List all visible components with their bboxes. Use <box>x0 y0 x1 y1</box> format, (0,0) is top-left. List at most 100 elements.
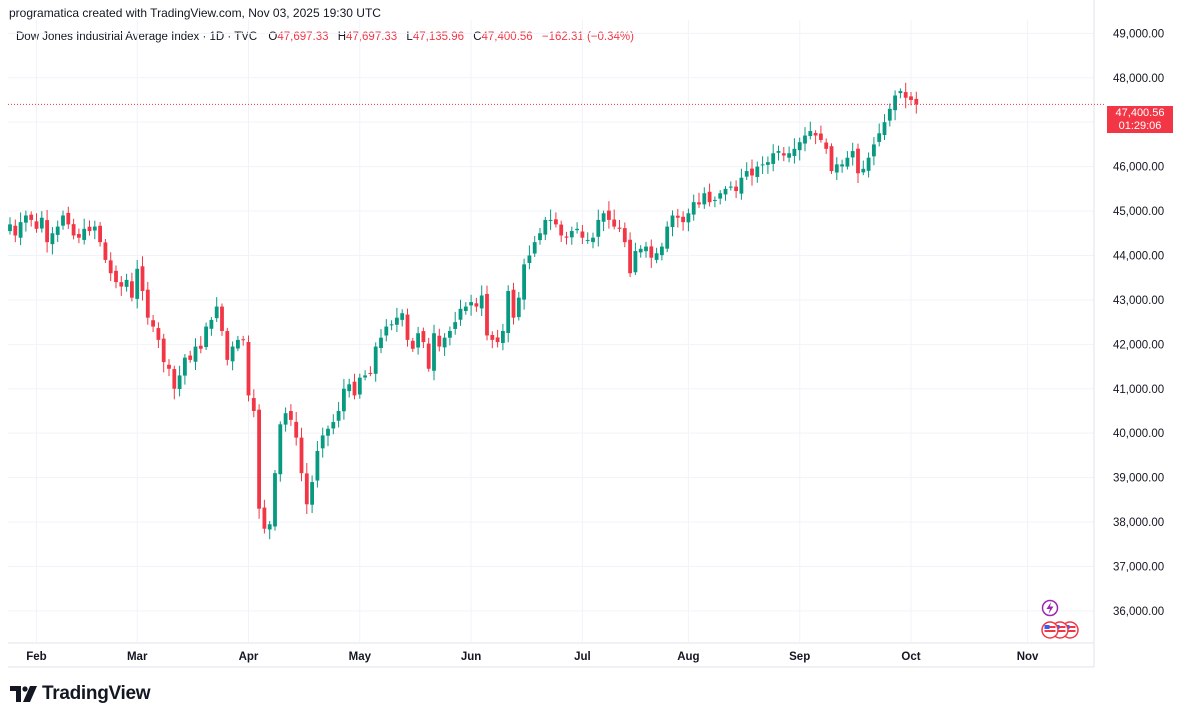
candle <box>861 160 866 176</box>
candle <box>681 211 685 231</box>
y-tick-label: 37,000.00 <box>1113 561 1164 573</box>
candle-body <box>750 168 754 176</box>
candle <box>808 121 813 140</box>
candle-body <box>882 122 887 136</box>
candle-body <box>442 337 447 348</box>
candle <box>485 285 489 341</box>
candle-body <box>82 228 87 240</box>
candle-body <box>368 372 373 374</box>
candle <box>230 341 235 371</box>
candle <box>315 440 320 488</box>
candle-body <box>326 428 330 436</box>
candle <box>209 317 214 336</box>
candle <box>225 327 230 366</box>
candle-body <box>273 473 277 527</box>
candle <box>691 194 696 221</box>
candle-body <box>299 437 304 474</box>
candle <box>882 114 887 141</box>
candle <box>453 311 458 335</box>
candle <box>792 138 797 164</box>
flag-canton <box>1044 625 1050 629</box>
ohlc-legend: Dow Jones Industrial Average Index · 1D … <box>16 31 640 43</box>
candle <box>421 327 426 349</box>
candle <box>607 201 611 229</box>
candle <box>87 220 92 236</box>
candle-body <box>622 228 627 243</box>
candle <box>622 222 627 248</box>
candle <box>294 412 299 446</box>
candle <box>34 213 39 233</box>
candle-body <box>172 369 177 389</box>
candle <box>463 302 468 315</box>
candle <box>713 196 717 208</box>
candle <box>251 389 256 418</box>
candle-body <box>45 220 49 243</box>
close-label: C <box>473 31 482 43</box>
x-tick-label: Mar <box>127 651 148 663</box>
candle <box>633 242 638 276</box>
candle-body <box>723 188 728 195</box>
low-label: L <box>406 31 413 43</box>
candle-body <box>294 421 299 438</box>
candle-body <box>792 148 797 156</box>
x-tick-label: Apr <box>239 651 259 663</box>
candle-body <box>29 214 34 220</box>
y-tick-label: 36,000.00 <box>1113 606 1164 618</box>
candle <box>580 224 585 245</box>
last-price-tag: 47,400.56 01:29:06 <box>1107 106 1173 133</box>
candle-body <box>898 91 903 94</box>
candle-body <box>856 148 860 174</box>
candle-body <box>214 306 219 319</box>
candle <box>61 210 65 230</box>
candle-body <box>803 135 807 144</box>
candle-body <box>278 424 283 475</box>
candle <box>267 520 272 540</box>
candle <box>368 366 373 377</box>
candle <box>866 152 871 178</box>
candle <box>198 336 203 354</box>
open-label: O <box>268 31 278 43</box>
flag-stripe <box>1044 630 1056 632</box>
candle <box>384 319 389 342</box>
candle-body <box>559 224 564 236</box>
candle <box>723 186 728 201</box>
candle <box>241 335 246 346</box>
y-tick-label: 40,000.00 <box>1113 428 1164 440</box>
candle-body <box>713 199 717 201</box>
candle-body <box>458 308 463 320</box>
y-tick-label: 43,000.00 <box>1113 295 1164 307</box>
candle <box>893 90 897 121</box>
candle <box>246 335 251 402</box>
candle <box>167 359 171 377</box>
x-tick-label: Sep <box>789 651 810 663</box>
candle-body <box>421 331 426 343</box>
candle <box>416 326 420 355</box>
candle-body <box>612 219 617 227</box>
candle-body <box>628 239 632 274</box>
tradingview-logo[interactable]: TradingView <box>10 683 151 705</box>
candle-body <box>638 248 643 253</box>
candle-body <box>538 233 542 241</box>
candle <box>283 407 288 432</box>
candle-body <box>342 388 346 412</box>
candle-body <box>819 133 823 140</box>
lightning-glyph <box>1046 602 1054 614</box>
y-tick-label: 41,000.00 <box>1113 384 1164 396</box>
candle <box>92 220 97 240</box>
candle-body <box>771 153 776 164</box>
candle <box>373 342 378 382</box>
candle <box>172 365 177 400</box>
candle <box>103 239 108 263</box>
candle <box>628 232 632 278</box>
candle <box>787 146 791 163</box>
candle <box>448 326 452 346</box>
candle-body <box>554 219 558 225</box>
candle <box>675 208 680 228</box>
candle-body <box>188 355 193 360</box>
candle <box>585 232 590 244</box>
tradingview-logo-icon <box>10 686 37 702</box>
x-tick-label: Jul <box>574 651 591 663</box>
flag-stripe <box>1064 626 1076 628</box>
candle <box>660 242 664 261</box>
